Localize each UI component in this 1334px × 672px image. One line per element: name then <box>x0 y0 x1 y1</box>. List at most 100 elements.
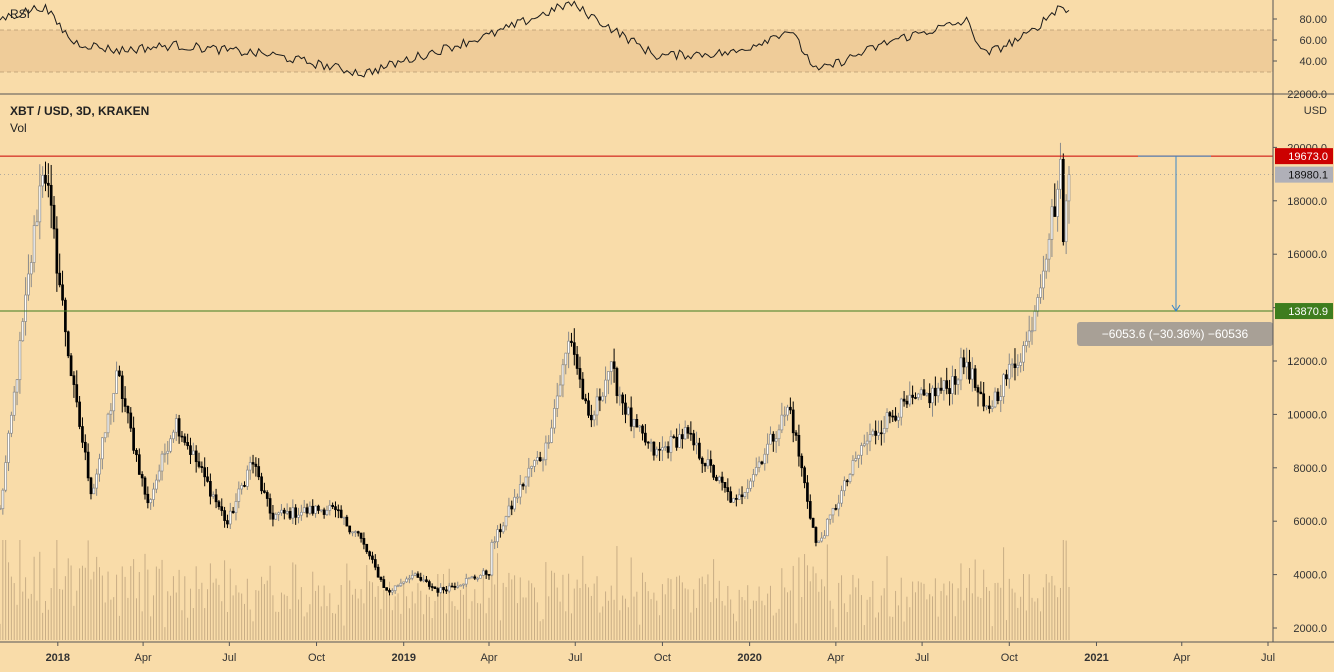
candle-body <box>678 434 681 448</box>
candle-body <box>558 384 562 397</box>
time-axis[interactable]: 2018 Apr Jul Oct 2019 Apr Jul Oct 2020 Apr Jul Oct 2… <box>0 641 1334 664</box>
time-tick-label-9: Apr <box>827 652 844 664</box>
candle-body <box>777 429 781 440</box>
candle-body <box>652 441 656 456</box>
candle-body <box>857 454 860 459</box>
candle-body <box>382 579 386 588</box>
candle-body <box>646 441 650 444</box>
candle-body <box>257 466 261 478</box>
candle-body <box>339 509 343 518</box>
candle-body <box>658 448 661 451</box>
candle-body <box>686 427 690 434</box>
rsi-band <box>0 30 1273 72</box>
candle-body <box>280 509 283 514</box>
candle-body <box>786 406 789 416</box>
candle-body <box>897 416 900 421</box>
candle-body <box>902 398 906 402</box>
time-tick-label-5: Apr <box>480 652 497 664</box>
candle-body <box>140 474 144 479</box>
candle-body <box>254 463 258 467</box>
measure-tool[interactable]: −6053.6 (−30.36%) −60536 <box>1077 155 1273 347</box>
candle-body <box>98 458 101 475</box>
candle-body <box>894 415 897 421</box>
candle-body <box>32 225 36 263</box>
candle-body <box>450 585 454 588</box>
price-tick-label-5: 12000.0 <box>1287 356 1327 368</box>
candle-body <box>464 578 468 585</box>
candle-body <box>103 432 107 439</box>
candle-body <box>808 501 812 519</box>
candle-body <box>698 442 701 459</box>
candle-body <box>209 481 212 497</box>
candle-body <box>231 510 235 514</box>
candle-body <box>968 361 971 380</box>
candle-body <box>1002 374 1005 397</box>
candle-body <box>385 587 388 591</box>
candle-body <box>322 509 326 515</box>
candle-body <box>626 407 630 415</box>
candle-body <box>413 573 417 576</box>
candle-body <box>891 415 895 418</box>
candle-body <box>982 393 986 407</box>
candle-body <box>567 340 570 354</box>
candle-body <box>655 448 659 456</box>
candle-body <box>769 433 772 445</box>
candle-body <box>115 370 118 394</box>
candle-body <box>700 457 704 464</box>
candle-body <box>914 397 917 399</box>
price-tick-label-8: 6000.0 <box>1293 516 1327 528</box>
candle-body <box>1007 363 1011 380</box>
price-tick-label-3: 16000.0 <box>1287 249 1327 261</box>
candle-body <box>544 442 548 461</box>
candle-body <box>388 589 391 593</box>
price-tick-label-2: 18000.0 <box>1287 196 1327 208</box>
candle-body <box>595 396 599 416</box>
green-level-tag <box>1275 303 1333 320</box>
candle-body <box>797 434 801 457</box>
candle-body <box>550 427 553 443</box>
candle-body <box>953 376 957 385</box>
rsi-tick-label-1: 60.00 <box>1299 35 1327 47</box>
candle-body <box>1050 206 1054 240</box>
candle-body <box>928 392 932 404</box>
candle-body <box>985 405 988 408</box>
candle-body <box>578 368 582 380</box>
candle-body <box>18 340 22 381</box>
candle-body <box>561 364 565 386</box>
candle-body <box>172 431 175 440</box>
candle-body <box>732 497 735 503</box>
candle-body <box>743 492 747 498</box>
candle-body <box>735 497 738 500</box>
candle-body <box>453 586 457 588</box>
candle-body <box>58 272 62 286</box>
candle-body <box>288 511 292 519</box>
candle-body <box>425 579 428 582</box>
candle-body <box>248 462 252 471</box>
candle-body <box>763 453 767 464</box>
candle-body <box>376 566 380 578</box>
candle-body <box>689 432 693 435</box>
candle-body <box>749 480 752 489</box>
candle-body <box>189 445 192 455</box>
candle-body <box>661 447 664 451</box>
candle-body <box>524 476 528 487</box>
candle-body <box>837 502 841 510</box>
candle-body <box>507 505 511 517</box>
rsi-polyline <box>0 0 1070 78</box>
rsi-panel[interactable]: RSI <box>0 0 1273 78</box>
candle-body <box>683 427 687 440</box>
candle-body <box>922 389 926 396</box>
candle-body <box>590 414 593 421</box>
candle-body <box>820 537 823 542</box>
candle-body <box>137 454 141 475</box>
price-axis[interactable]: 22000.020000.018000.016000.014000.012000… <box>1272 0 1333 642</box>
candle-body <box>533 460 536 467</box>
candle-body <box>612 361 616 369</box>
candle-body <box>149 499 153 504</box>
candle-body <box>828 514 832 520</box>
time-tick-label-14: Jul <box>1261 652 1275 664</box>
candle-body <box>61 284 64 301</box>
candle-body <box>78 401 81 427</box>
last-price-tag-label: 18980.1 <box>1288 170 1328 182</box>
